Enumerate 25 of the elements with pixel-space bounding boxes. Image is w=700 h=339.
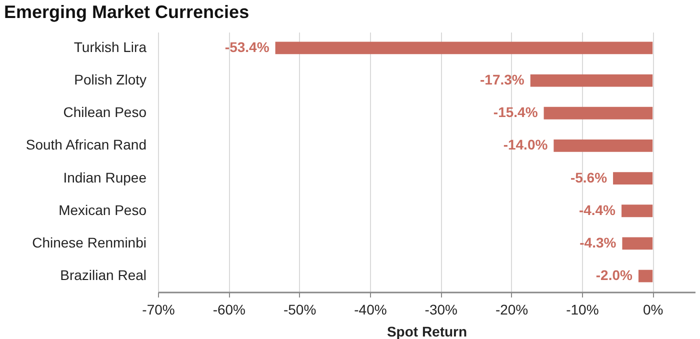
x-tick-label: -30% [424, 302, 458, 318]
data-label: -14.0% [503, 136, 548, 153]
y-tick-label: Turkish Lira [74, 38, 147, 55]
y-tick-label: Mexican Peso [58, 202, 147, 218]
y-tick-label: Chilean Peso [63, 104, 147, 120]
y-tick-label: South African Rand [26, 136, 146, 153]
y-tick-label: Indian Rupee [63, 169, 147, 186]
data-label: -4.3% [580, 234, 617, 250]
x-tick-label: -20% [495, 302, 528, 318]
x-tick-label: 0% [642, 302, 664, 318]
chart-title: Emerging Market Currencies [4, 2, 250, 22]
data-label: -17.3% [480, 72, 525, 88]
y-tick-label: Brazilian Real [60, 267, 146, 284]
y-tick-label: Polish Zloty [74, 72, 146, 88]
data-label: -2.0% [596, 267, 634, 284]
x-tick-label: -70% [142, 302, 175, 318]
data-label: -15.4% [493, 104, 538, 120]
x-tick-label: -60% [212, 302, 246, 318]
y-tick-label: Chinese Renminbi [32, 234, 146, 250]
data-label: -53.4% [224, 38, 270, 55]
x-tick-label: -10% [566, 302, 599, 318]
data-label: -4.4% [578, 202, 616, 218]
x-tick-label: -40% [354, 302, 387, 318]
data-label: -5.6% [570, 169, 608, 186]
x-tick-label: -50% [283, 302, 316, 318]
